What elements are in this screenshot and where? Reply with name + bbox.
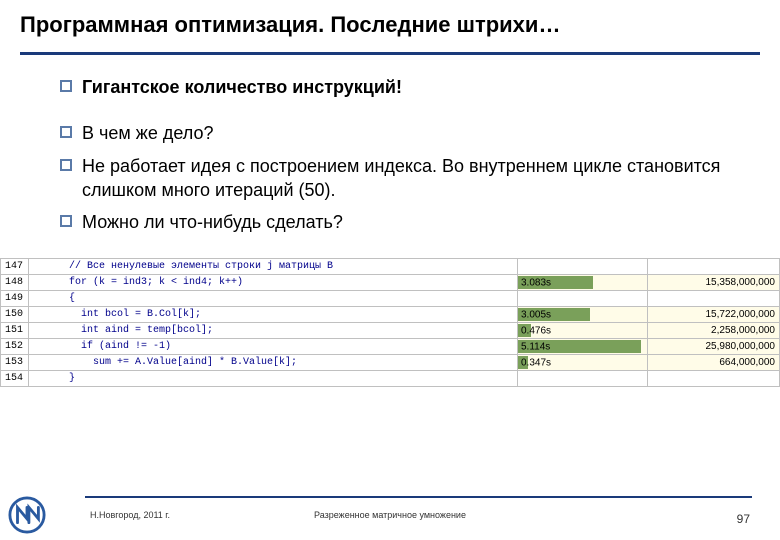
code-line: sum += A.Value[aind] * B.Value[k];	[29, 355, 518, 371]
code-line: for (k = ind3; k < ind4; k++)	[29, 275, 518, 291]
footer-line	[85, 496, 752, 498]
footer: Н.Новгород, 2011 г. Разреженное матрично…	[0, 484, 780, 540]
code-line: {	[29, 291, 518, 307]
time-label: 3.083s	[521, 277, 551, 288]
bullet-text: Можно ли что-нибудь сделать?	[82, 210, 343, 234]
count-cell: 15,358,000,000	[648, 275, 780, 291]
code-line: // Все ненулевые элементы строки j матри…	[29, 259, 518, 275]
bullet-item: Можно ли что-нибудь сделать?	[60, 210, 740, 234]
time-label: 5.114s	[521, 341, 550, 352]
footer-left: Н.Новгород, 2011 г.	[90, 510, 170, 520]
logo-icon	[8, 496, 46, 534]
table-row: 149 {	[1, 291, 780, 307]
line-number: 149	[1, 291, 29, 307]
time-cell: 3.083s	[518, 275, 648, 291]
bullet-item: Гигантское количество инструкций!	[60, 75, 740, 99]
bullet-icon	[60, 159, 72, 171]
bullet-text: Гигантское количество инструкций!	[82, 75, 402, 99]
bullet-item: В чем же дело?	[60, 121, 740, 145]
count-cell: 15,722,000,000	[648, 307, 780, 323]
time-cell	[518, 259, 648, 275]
table-row: 151 int aind = temp[bcol];0.476s 2,258,00…	[1, 323, 780, 339]
line-number: 147	[1, 259, 29, 275]
time-label: 0.476s	[521, 325, 551, 336]
bullet-icon	[60, 126, 72, 138]
page-number: 97	[737, 512, 750, 526]
table-row: 147 // Все ненулевые элементы строки j м…	[1, 259, 780, 275]
time-cell	[518, 291, 648, 307]
time-cell: 3.005s	[518, 307, 648, 323]
page-title: Программная оптимизация. Последние штрих…	[20, 12, 760, 38]
code-line: if (aind != -1)	[29, 339, 518, 355]
line-number: 151	[1, 323, 29, 339]
footer-center: Разреженное матричное умножение	[314, 510, 466, 520]
line-number: 152	[1, 339, 29, 355]
line-number: 153	[1, 355, 29, 371]
bullet-icon	[60, 80, 72, 92]
time-cell	[518, 371, 648, 387]
time-cell: 5.114s	[518, 339, 648, 355]
code-line: }	[29, 371, 518, 387]
table-row: 152 if (aind != -1)5.114s 25,980,000,000	[1, 339, 780, 355]
line-number: 150	[1, 307, 29, 323]
time-label: 0.347s	[521, 357, 551, 368]
table-row: 150 int bcol = B.Col[k];3.005s 15,722,000…	[1, 307, 780, 323]
line-number: 154	[1, 371, 29, 387]
code-line: int bcol = B.Col[k];	[29, 307, 518, 323]
time-label: 3.005s	[521, 309, 551, 320]
bullet-text: Не работает идея с построением индекса. …	[82, 154, 740, 203]
slide-body: Гигантское количество инструкций! В чем …	[0, 55, 780, 252]
time-cell: 0.347s	[518, 355, 648, 371]
bullet-text: В чем же дело?	[82, 121, 213, 145]
count-cell	[648, 259, 780, 275]
bullet-icon	[60, 215, 72, 227]
code-line: int aind = temp[bcol];	[29, 323, 518, 339]
time-cell: 0.476s	[518, 323, 648, 339]
count-cell	[648, 291, 780, 307]
line-number: 148	[1, 275, 29, 291]
bullet-item: Не работает идея с построением индекса. …	[60, 154, 740, 203]
table-row: 154 }	[1, 371, 780, 387]
count-cell: 664,000,000	[648, 355, 780, 371]
count-cell: 25,980,000,000	[648, 339, 780, 355]
table-row: 153 sum += A.Value[aind] * B.Value[k];0.…	[1, 355, 780, 371]
count-cell: 2,258,000,000	[648, 323, 780, 339]
table-row: 148 for (k = ind3; k < ind4; k++)3.083s 1…	[1, 275, 780, 291]
code-profile-table: 147 // Все ненулевые элементы строки j м…	[0, 258, 780, 387]
count-cell	[648, 371, 780, 387]
